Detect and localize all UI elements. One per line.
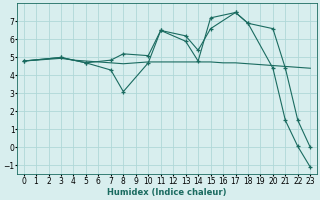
X-axis label: Humidex (Indice chaleur): Humidex (Indice chaleur) bbox=[107, 188, 227, 197]
